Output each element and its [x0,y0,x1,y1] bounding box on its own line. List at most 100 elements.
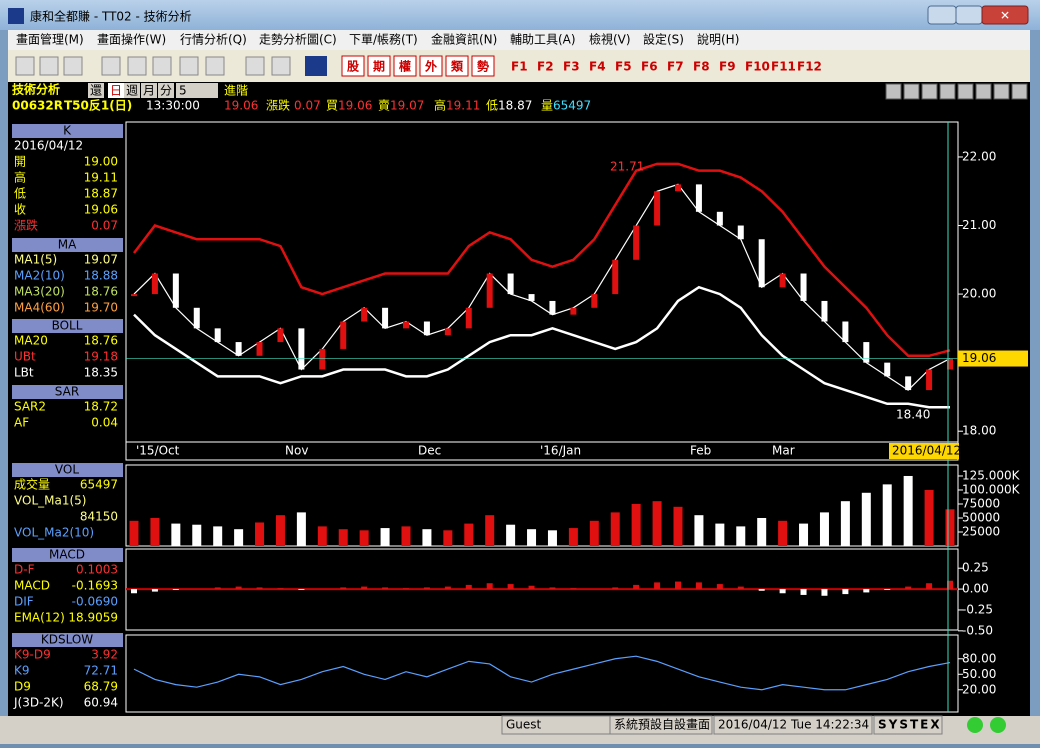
quote-button[interactable] [341,55,365,77]
function-key[interactable]: F3 [563,60,580,74]
close[interactable] [981,5,1029,25]
panel-title: SAR [55,385,79,399]
menu-item[interactable]: 設定(S) [643,32,684,47]
chart-tool[interactable] [975,83,992,100]
function-key[interactable]: F9 [719,60,736,74]
indicator-label: UBt [14,350,36,364]
menu-item[interactable]: 行情分析(Q) [180,33,247,47]
panel-header [12,124,123,138]
indicator-value: 18.9059 [68,611,118,625]
function-key[interactable]: F5 [615,60,632,74]
macd-bar [131,589,137,594]
indicator-label: 2016/04/12 [14,139,83,153]
volume-bar [234,529,244,546]
menu-item[interactable]: 下單/帳務(T) [349,33,418,47]
month-label: Dec [418,444,441,458]
quote-button[interactable] [445,55,469,77]
indicator-label: MA1(5) [14,253,57,267]
macd-bar [612,587,619,590]
candle [444,328,451,336]
quote-button-label: 權 [399,59,411,74]
chart-tool[interactable] [1011,83,1028,100]
volume-bar [819,512,829,546]
y-tick-label: -0.50 [962,623,993,637]
indicator-label: MA4(60) [14,301,65,315]
volume-bar [757,517,767,546]
chart-pane [125,464,959,547]
indicator-label: MA20 [14,334,48,348]
indicator-value: 3.92 [91,648,118,662]
chart-tool[interactable] [939,83,956,100]
function-key[interactable]: F6 [641,60,658,74]
maximize[interactable] [955,5,983,25]
tool-icon[interactable] [271,56,291,76]
status-light [967,717,983,733]
menu-item[interactable]: 輔助工具(A) [510,33,576,47]
volume-bar [631,503,641,546]
section-title: 技術分析 [12,82,60,97]
period-button[interactable] [141,83,157,98]
period-button[interactable] [158,83,174,98]
title-bar [0,0,1040,30]
function-key[interactable]: F7 [667,60,684,74]
function-key[interactable]: F1 [511,60,528,74]
period-button[interactable] [124,83,140,98]
minimize[interactable] [927,5,957,25]
tool-icon[interactable] [39,56,59,76]
quote-button[interactable] [367,55,391,77]
candle [779,273,786,288]
function-key[interactable]: F4 [589,60,606,74]
quote-button[interactable] [471,55,495,77]
macd-bar [528,585,535,590]
candle [528,294,535,301]
chart-tool[interactable] [957,83,974,100]
indicator-value: 18.88 [84,269,118,283]
volume-bar [610,512,620,546]
tool-icon[interactable] [179,56,199,76]
function-key[interactable]: F11 [771,60,796,74]
y-tick-label: 20.00 [962,682,996,696]
menu-item[interactable]: 畫面操作(W) [97,32,166,47]
macd-bar [884,589,891,590]
macd-bar [779,589,786,594]
volume-bar [882,484,892,546]
y-tick-label: 25000 [962,524,1000,538]
tool-icon[interactable] [152,56,172,76]
period-count-value: 5 [179,84,187,98]
volume-bar [464,523,474,546]
logo-button[interactable] [305,56,327,76]
tool-icon[interactable] [127,56,147,76]
quote-button[interactable] [393,55,417,77]
quote-ask-label: 賣 [378,98,390,113]
chart-tool[interactable] [921,83,938,100]
y-tick-label: 0.00 [962,582,989,596]
function-key[interactable]: F2 [537,60,554,74]
period-button[interactable] [88,83,104,98]
chart-tool[interactable] [903,83,920,100]
candle [486,273,493,308]
quote-button-label: 類 [450,59,464,74]
macd-bar [151,589,158,592]
function-key[interactable]: F10 [745,60,770,74]
menu-item[interactable]: 畫面管理(M) [16,32,84,47]
candle [695,184,702,212]
chart-tool[interactable] [993,83,1010,100]
function-key[interactable]: F8 [693,60,710,74]
tool-icon[interactable] [15,56,35,76]
menu-item[interactable]: 檢視(V) [589,32,631,47]
menu-item[interactable]: 說明(H) [697,32,739,47]
menu-item[interactable]: 走勢分析圖(C) [259,32,337,47]
tool-icon[interactable] [63,56,83,76]
period-count[interactable] [176,83,218,98]
toolbar [8,50,1030,82]
tool-icon[interactable] [205,56,225,76]
candle [821,300,828,322]
tool-icon[interactable] [245,56,265,76]
period-button[interactable] [108,83,124,98]
function-key[interactable]: F12 [797,60,822,74]
menu-item[interactable]: 金融資訊(N) [431,32,497,47]
tool-icon[interactable] [101,56,121,76]
chart-tool[interactable] [885,83,902,100]
indicator-value: 18.87 [84,187,118,201]
quote-button[interactable] [419,55,443,77]
